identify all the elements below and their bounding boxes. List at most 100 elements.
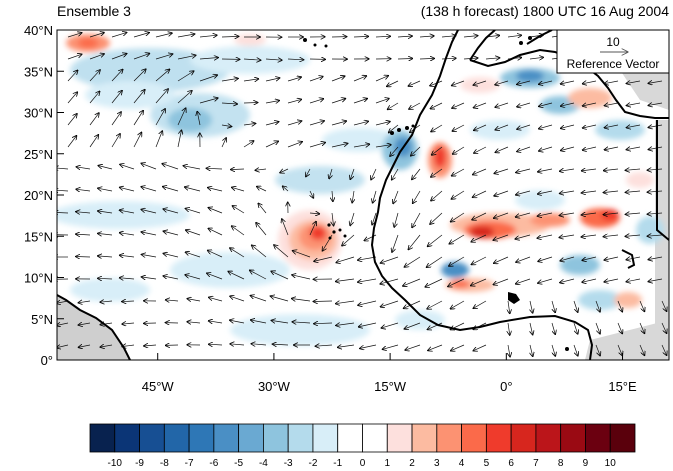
colorbar-label: -10 <box>108 458 123 469</box>
wind-vector <box>551 344 555 356</box>
wind-vector <box>493 278 509 285</box>
wind-vector <box>243 123 256 125</box>
wind-vector <box>539 124 553 129</box>
wind-vector <box>375 98 389 104</box>
wind-vector <box>265 101 280 104</box>
wind-vector <box>471 234 487 242</box>
colorbar-label: -2 <box>308 458 317 469</box>
wind-vector <box>230 344 245 345</box>
wind-vector <box>419 58 435 59</box>
wind-vector <box>358 300 377 305</box>
wind-vector <box>516 190 531 195</box>
wind-vector <box>431 124 443 132</box>
wind-vector <box>648 147 663 150</box>
wind-vector <box>419 36 434 37</box>
wind-vector <box>387 102 399 110</box>
wind-vector <box>309 121 324 126</box>
wind-vector <box>604 147 619 150</box>
wind-vector <box>603 213 619 215</box>
wind-vector <box>463 36 478 37</box>
wind-vector <box>353 99 368 104</box>
wind-vector <box>57 190 69 191</box>
wind-vector <box>177 34 195 38</box>
wind-vector <box>451 344 465 351</box>
wind-vector <box>559 191 575 194</box>
wind-vector <box>427 300 443 309</box>
wind-vector <box>381 322 399 328</box>
wind-vector <box>187 322 201 323</box>
wind-vector <box>342 234 355 246</box>
wind-vector <box>473 102 487 108</box>
wind-vector <box>291 299 311 302</box>
wind-vector <box>560 81 575 84</box>
wind-vector <box>265 59 282 60</box>
wind-vector <box>411 146 421 156</box>
wind-vector <box>89 135 99 148</box>
wind-vector <box>272 344 289 345</box>
wind-vector <box>282 186 289 192</box>
wind-vector <box>287 59 304 60</box>
wind-vector <box>185 275 201 280</box>
wind-vector <box>111 134 120 148</box>
wind-vector <box>581 213 597 215</box>
wind-vector <box>441 58 456 59</box>
wind-vector <box>187 299 201 301</box>
wind-vector <box>141 277 157 279</box>
wind-vector <box>67 70 78 82</box>
wind-vector <box>133 69 146 82</box>
wind-vector <box>232 206 245 214</box>
lat-tick-label: 35°N <box>24 64 53 79</box>
wind-vector <box>141 187 157 192</box>
colorbar-swatch <box>510 423 537 453</box>
wind-vector <box>515 212 531 217</box>
wind-vector <box>392 168 399 180</box>
wind-vector <box>89 70 100 82</box>
wind-vector <box>473 300 487 308</box>
wind-vector <box>144 345 157 346</box>
wind-vector <box>507 35 522 37</box>
wind-vector <box>516 168 531 173</box>
wind-vector <box>451 80 465 86</box>
axis-ticks: 40°N 35°N 30°N 25°N 20°N 15°N 10°N 5°N 0° 45°W 30°… <box>24 23 637 394</box>
wind-vector <box>230 320 245 323</box>
wind-vector <box>517 124 531 129</box>
wind-vector <box>508 322 510 335</box>
wind-vector <box>397 36 412 37</box>
wind-vector <box>207 273 223 280</box>
map-area <box>57 30 669 360</box>
wind-vector <box>250 320 267 324</box>
wind-vector <box>393 190 399 204</box>
wind-vector <box>449 256 465 266</box>
wind-vector <box>208 344 223 345</box>
wind-vector <box>335 279 355 282</box>
wind-vector <box>471 278 487 286</box>
wind-vector <box>403 300 421 308</box>
lat-tick-label: 15°N <box>24 229 53 244</box>
wind-vector <box>495 146 509 152</box>
colorbar-label: 7 <box>533 458 539 469</box>
wind-vector <box>494 256 509 263</box>
wind-vector <box>551 300 555 313</box>
wind-vector <box>427 234 443 247</box>
colorbar-swatch <box>312 423 339 453</box>
colorbar-swatch <box>337 423 363 453</box>
wind-vector <box>388 124 399 133</box>
wind-vector <box>255 169 267 170</box>
wind-vector <box>309 213 320 214</box>
wind-vector <box>604 81 619 84</box>
wind-vector <box>595 300 600 312</box>
wind-vector <box>287 142 302 148</box>
wind-vector <box>625 169 641 170</box>
wind-vector <box>538 169 553 172</box>
wind-vector <box>648 125 663 128</box>
lat-tick-label: 25°N <box>24 147 53 162</box>
wind-vector <box>67 114 77 126</box>
wind-vector <box>221 103 238 104</box>
colorbar-swatch <box>213 423 240 453</box>
colorbar-label: -4 <box>259 458 268 469</box>
wind-vector <box>352 190 354 203</box>
wind-vector <box>517 102 531 107</box>
wind-vector <box>331 143 348 148</box>
lat-tick-label: 40°N <box>24 23 53 38</box>
wind-vector <box>100 345 113 347</box>
